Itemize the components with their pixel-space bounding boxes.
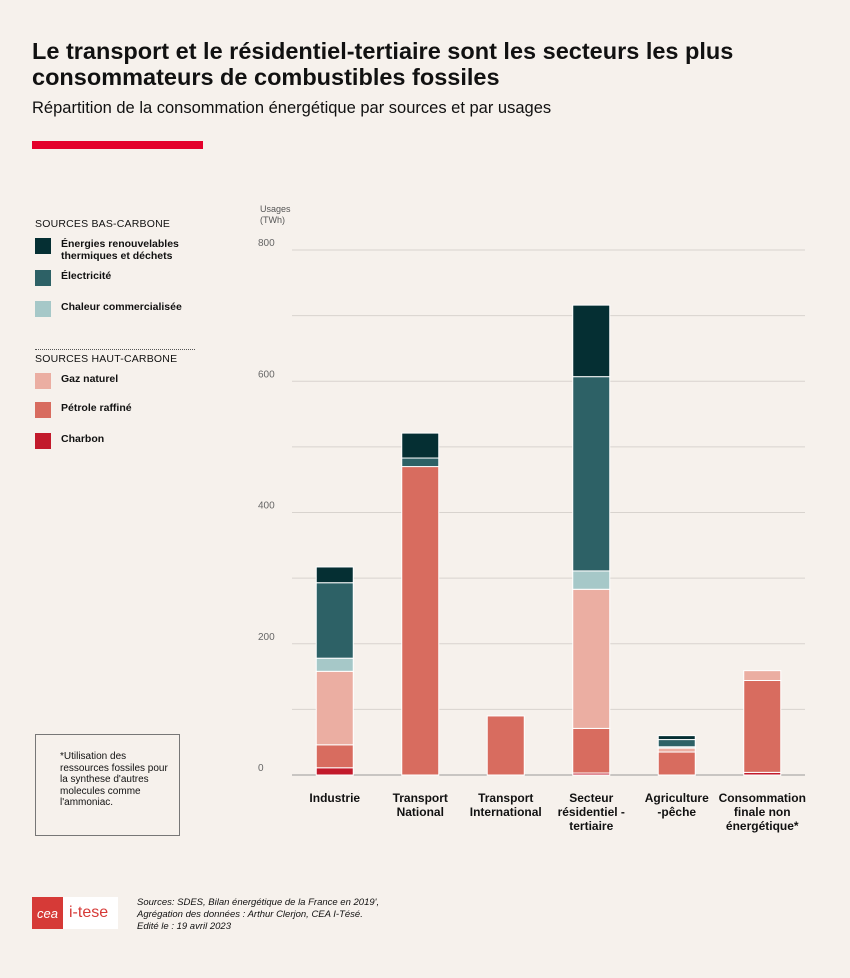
bar-segment: [657, 735, 696, 741]
bar-segment: [315, 582, 354, 659]
legend-label: Chaleur commercialisée: [61, 301, 182, 313]
square-swatch-icon: [35, 373, 51, 389]
sources-line: Edité le : 19 avril 2023: [137, 921, 232, 932]
legend-label: Charbon: [61, 433, 105, 445]
square-swatch-icon: [35, 238, 51, 254]
sources-text: Sources: SDES, Bilan énergétique de la F…: [137, 897, 437, 933]
y-tick-label: 600: [258, 369, 275, 380]
bar-segment: [315, 670, 354, 746]
legend-divider: [35, 349, 195, 350]
y-tick-label: 800: [258, 238, 275, 249]
x-category-label: -pêche: [657, 805, 696, 819]
bar-segment: [315, 566, 354, 584]
bar-segment: [743, 680, 782, 773]
y-tick-label: 400: [258, 501, 275, 512]
bar-segment: [657, 739, 696, 748]
x-category-label: Transport: [393, 791, 448, 805]
chart-subtitle: Répartition de la consommation énergétiq…: [32, 99, 552, 117]
x-category-label: Transport: [478, 791, 533, 805]
accent-bar: [32, 141, 203, 149]
bar-segment: [315, 744, 354, 769]
bar-segment: [572, 376, 611, 572]
bar-segment: [401, 466, 440, 776]
square-swatch-icon: [35, 301, 51, 317]
bar-segment: [657, 747, 696, 753]
bar-segment: [401, 457, 440, 468]
bar-segment: [743, 670, 782, 681]
square-swatch-icon: [35, 433, 51, 449]
square-swatch-icon: [35, 402, 51, 418]
bar-segment: [657, 751, 696, 776]
logo-cea: cea: [32, 897, 63, 929]
legend-label: Pétrole raffiné: [61, 402, 132, 414]
bar-segment: [572, 727, 611, 774]
logo-itese: i-tese: [63, 897, 119, 929]
legend-item-coal: Charbon: [35, 433, 104, 449]
x-category-label: finale non: [734, 805, 791, 819]
legend-item-heat: Chaleur commercialisée: [35, 301, 182, 317]
legend-item-oil: Pétrole raffiné: [35, 402, 132, 418]
sources-line: Sources: SDES, Bilan énergétique de la F…: [137, 897, 380, 908]
y-tick-label: 0: [258, 763, 264, 774]
x-category-label: National: [397, 805, 444, 819]
x-category-label: tertiaire: [569, 819, 613, 833]
legend-label: Électricité: [61, 270, 112, 282]
y-tick-label: 200: [258, 632, 275, 643]
footnote-box: *Utilisation des ressources fossiles pou…: [35, 734, 180, 836]
x-category-label: International: [470, 805, 542, 819]
legend-item-electricity: Électricité: [35, 270, 111, 286]
x-category-label: résidentiel -: [558, 805, 625, 819]
bar-segment: [572, 304, 611, 378]
sources-line: Agrégation des données : Arthur Clerjon,…: [137, 909, 363, 920]
y-axis-label: (TWh): [260, 215, 285, 225]
legend-label: Énergies renouvelables thermiques et déc…: [61, 238, 179, 262]
legend-high-carbon-title: SOURCES HAUT-CARBONE: [35, 353, 178, 365]
square-swatch-icon: [35, 270, 51, 286]
bar-segment: [315, 657, 354, 672]
bar-segment: [572, 570, 611, 590]
x-category-label: énergétique*: [726, 819, 799, 833]
legend-item-gas: Gaz naturel: [35, 373, 118, 389]
bar-segment: [401, 432, 440, 459]
x-category-label: Industrie: [309, 791, 360, 805]
legend-low-carbon-title: SOURCES BAS-CARBONE: [35, 218, 171, 230]
bar-segment: [572, 588, 611, 729]
bar-segment: [486, 715, 525, 776]
bar-segment: [315, 767, 354, 776]
x-category-label: Consommation: [719, 791, 806, 805]
x-category-label: Agriculture: [645, 791, 709, 805]
legend-item-renewables: Énergies renouvelables thermiques et déc…: [35, 238, 186, 262]
x-category-label: Secteur: [569, 791, 613, 805]
y-axis-label: Usages: [260, 204, 291, 214]
chart-title: Le transport et le résidentiel-tertiaire…: [32, 38, 734, 90]
cea-itese-logo: cea i-tese: [32, 897, 119, 929]
legend-label: Gaz naturel: [61, 373, 119, 385]
